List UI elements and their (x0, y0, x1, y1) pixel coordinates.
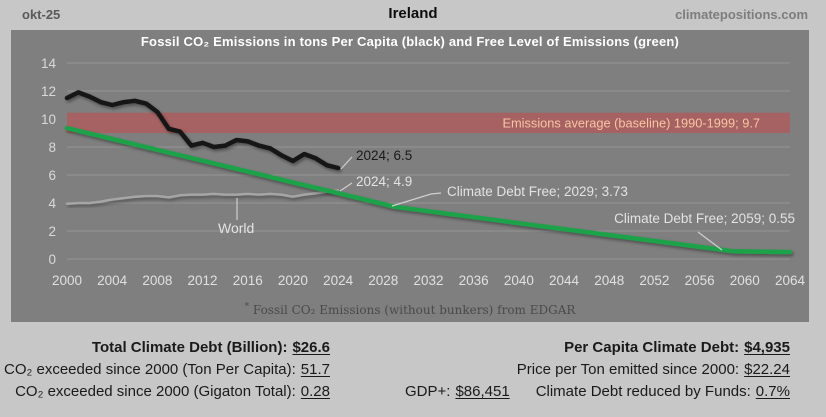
y-tick-label: 0 (48, 252, 56, 267)
page-title: Ireland (388, 5, 438, 22)
x-tick-label: 2020 (278, 273, 308, 288)
stat-label: CO₂ exceeded since 2000 (Ton Per Capita)… (3, 361, 296, 378)
x-tick-label: 2028 (368, 273, 398, 288)
x-tick-label: 2060 (730, 273, 760, 288)
stat-value: 51.7 (300, 361, 330, 378)
baseline-band-label: Emissions average (baseline) 1990-1999; … (502, 116, 760, 131)
x-tick-label: 2016 (233, 273, 263, 288)
free-level-line (64, 125, 793, 255)
stat-debt-reduced-by-funds: Climate Debt reduced by Funds: 0.7% (536, 383, 790, 400)
y-tick-label: 10 (41, 112, 56, 127)
x-tick-label: 2008 (142, 273, 172, 288)
stat-label: Total Climate Debt (Billion): (91, 339, 288, 356)
x-tick-label: 2012 (188, 273, 218, 288)
x-tick-label: 2044 (549, 273, 580, 288)
y-tick-label: 8 (48, 140, 56, 155)
stat-label: GDP+: (405, 383, 451, 400)
chart-title: Fossil CO₂ Emissions in tons Per Capita … (140, 34, 680, 49)
x-tick-label: 2048 (594, 273, 624, 288)
stat-value: $22.24 (744, 361, 790, 378)
stat-value: $26.6 (292, 339, 330, 356)
stat-co2-exceeded-per-capita: CO₂ exceeded since 2000 (Ton Per Capita)… (0, 361, 330, 378)
x-tick-label: 2052 (639, 273, 669, 288)
leader-line (339, 182, 353, 192)
annotation-world-label: World (218, 220, 254, 236)
footnote-text: Fossil CO₂ Emissions (without bunkers) f… (252, 303, 576, 317)
stat-value: 0.7% (755, 383, 790, 400)
stat-co2-exceeded-gigaton: CO₂ exceeded since 2000 (Gigaton Total):… (0, 383, 330, 400)
stat-value: 0.28 (300, 383, 330, 400)
leader-line (697, 231, 723, 251)
leader-line (391, 192, 442, 207)
stat-value: $4,935 (744, 339, 790, 356)
x-tick-label: 2056 (685, 273, 715, 288)
stat-label: Climate Debt reduced by Funds: (535, 383, 751, 400)
stat-label: Per Capita Climate Debt: (564, 339, 740, 356)
x-tick-label: 2036 (459, 273, 489, 288)
y-tick-label: 2 (48, 224, 56, 239)
stat-value: $86,451 (455, 383, 510, 400)
stat-label: CO₂ exceeded since 2000 (Gigaton Total): (15, 383, 296, 400)
stats-row-3: CO₂ exceeded since 2000 (Gigaton Total):… (0, 383, 826, 400)
chart-plot: 0 2 4 6 8 10 12 14 Emissions average (baseline) … (41, 56, 806, 288)
leader-line (340, 156, 353, 170)
baseline-band (67, 112, 790, 133)
annotation-ireland-2024: 2024; 6.5 (356, 148, 412, 163)
annotation-debt-free-2059: Climate Debt Free; 2059; 0.55 (614, 211, 795, 226)
y-tick-label: 6 (48, 168, 56, 183)
site-link[interactable]: climatepositions.com (675, 7, 808, 22)
stats-panel: Total Climate Debt (Billion): $26.6 Per C… (0, 322, 826, 405)
world-line (65, 189, 340, 205)
stat-gdp: GDP+: $86,451 (405, 383, 510, 400)
x-tick-label: 2032 (413, 273, 443, 288)
x-tick-label: 2064 (775, 273, 806, 288)
x-tick-label: 2000 (52, 273, 82, 288)
x-tick-label: 2040 (504, 273, 534, 288)
stats-row-1: Total Climate Debt (Billion): $26.6 Per C… (0, 339, 826, 356)
stat-total-climate-debt: Total Climate Debt (Billion): $26.6 (0, 339, 330, 356)
ireland-line (64, 90, 341, 171)
y-tick-label: 12 (41, 84, 56, 99)
top-bar: okt-25 Ireland climatepositions.com (0, 0, 826, 30)
x-tick-label: 2024 (323, 273, 354, 288)
stat-label: Price per Ton emitted since 2000: (516, 361, 740, 378)
emissions-chart: Fossil CO₂ Emissions in tons Per Capita … (11, 30, 809, 322)
y-tick-label: 4 (48, 196, 56, 211)
chart-footnote: * Fossil CO₂ Emissions (without bunkers)… (11, 302, 809, 317)
annotation-world-2024: 2024; 4.9 (356, 174, 412, 189)
stat-per-capita-climate-debt: Per Capita Climate Debt: $4,935 (564, 339, 790, 356)
y-tick-label: 14 (41, 56, 57, 71)
stats-row-2: CO₂ exceeded since 2000 (Ton Per Capita)… (0, 361, 826, 378)
stat-price-per-ton: Price per Ton emitted since 2000: $22.24 (517, 361, 790, 378)
footnote-asterisk: * (244, 302, 250, 312)
annotation-debt-free-2029: Climate Debt Free; 2029; 3.73 (447, 184, 628, 199)
date-label: okt-25 (22, 7, 61, 22)
x-tick-label: 2004 (97, 273, 128, 288)
